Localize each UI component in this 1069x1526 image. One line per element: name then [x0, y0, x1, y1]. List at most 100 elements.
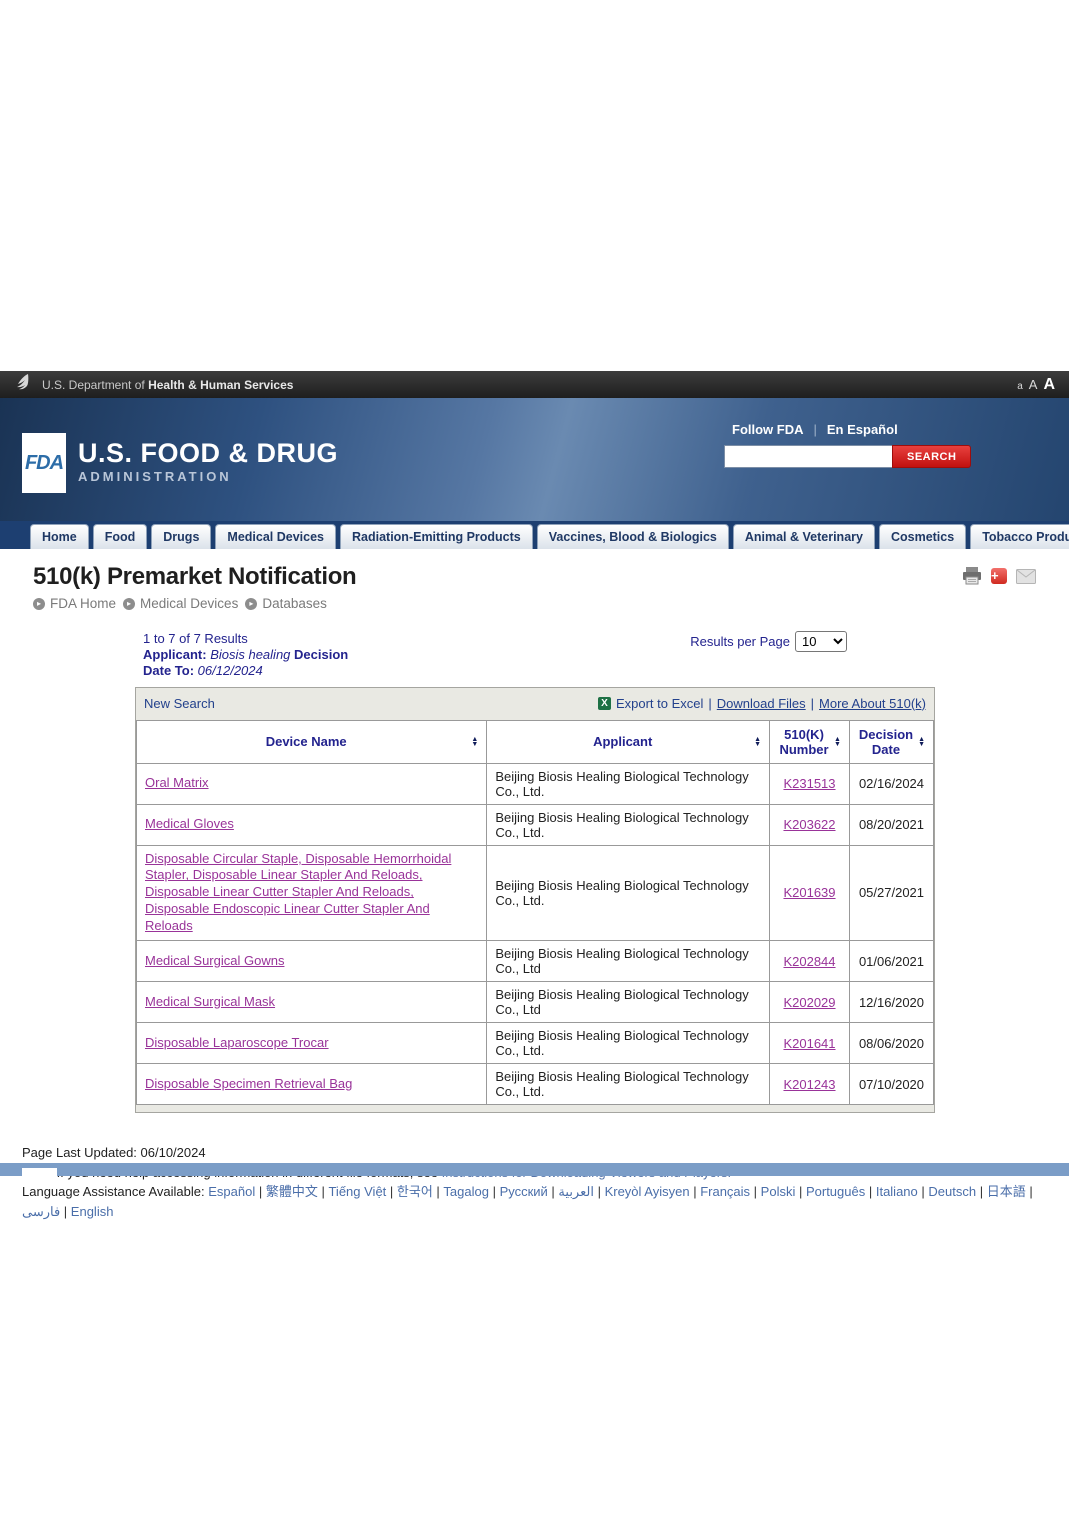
language-links-list: Español | 繁體中文 | Tiếng Việt | 한국어 | Taga…	[22, 1184, 1033, 1219]
sort-icon[interactable]: ▲ ▼	[754, 735, 762, 748]
device-name-link[interactable]: Medical Surgical Gowns	[145, 952, 285, 968]
new-search-link[interactable]: New Search	[144, 695, 215, 711]
sort-icon[interactable]: ▲ ▼	[918, 735, 925, 748]
language-link-fran-ais[interactable]: Français	[700, 1184, 751, 1200]
breadcrumb-item-medical-devices[interactable]: ▸ Medical Devices	[123, 596, 238, 611]
device-name-link[interactable]: Oral Matrix	[145, 775, 209, 791]
nav-tab-animal-veterinary[interactable]: Animal & Veterinary	[732, 524, 875, 549]
language-link-english[interactable]: English	[70, 1203, 114, 1219]
cell-decision-date: 01/06/2021	[848, 940, 935, 983]
export-to-excel-link[interactable]: Export to Excel	[615, 695, 704, 711]
breadcrumb-item-fda-home[interactable]: ▸ FDA Home	[33, 596, 116, 611]
510k-number-link[interactable]: K202844	[783, 953, 836, 969]
cell-applicant: Beijing Biosis Healing Biological Techno…	[486, 803, 771, 846]
510k-number-link[interactable]: K203622	[783, 817, 836, 833]
cell-applicant: Beijing Biosis Healing Biological Techno…	[486, 1063, 771, 1106]
results-count: 1 to 7 of 7 Results	[143, 631, 248, 646]
language-divider: |	[255, 1184, 266, 1200]
breadcrumb-item-databases[interactable]: ▸ Databases	[245, 596, 327, 611]
device-name-link[interactable]: Disposable Circular Staple, Disposable H…	[145, 850, 452, 934]
toolbar-divider: |	[810, 695, 815, 711]
follow-fda-link[interactable]: Follow FDA	[732, 422, 804, 437]
language-link-[interactable]: فارسی	[22, 1203, 61, 1219]
email-icon[interactable]	[1016, 568, 1036, 584]
nav-tab-cosmetics[interactable]: Cosmetics	[878, 524, 967, 549]
language-link-polski[interactable]: Polski	[760, 1184, 796, 1200]
language-link-ti-ng-vi-t[interactable]: Tiếng Việt	[328, 1184, 387, 1200]
column-header-510k-number[interactable]: 510(K) Number ▲ ▼	[769, 719, 850, 764]
table-row: Medical Gloves Beijing Biosis Healing Bio…	[135, 803, 935, 846]
footer-bar	[0, 1163, 1069, 1180]
language-link-[interactable]: 繁體中文	[265, 1184, 318, 1200]
results-summary: 1 to 7 of 7 Results Applicant: Biosis he…	[135, 631, 348, 679]
font-size-small-button[interactable]: a	[1017, 380, 1023, 392]
main-content: 510(k) Premarket Notification +	[0, 549, 1069, 1219]
510k-number-link[interactable]: K202029	[783, 994, 836, 1010]
language-link-[interactable]: 한국어	[396, 1184, 433, 1200]
results-per-page-label: Results per Page	[690, 634, 790, 649]
language-divider: |	[689, 1184, 701, 1200]
page-title: 510(k) Premarket Notification	[33, 563, 357, 590]
cell-device-name: Disposable Laparoscope Trocar	[135, 1022, 488, 1065]
table-row: Medical Surgical Gowns Beijing Biosis Hea…	[135, 940, 935, 983]
font-size-large-button[interactable]: A	[1043, 375, 1055, 393]
language-link-portugu-s[interactable]: Português	[805, 1184, 866, 1200]
font-size-medium-button[interactable]: A	[1028, 376, 1038, 392]
header-search-input[interactable]	[724, 445, 892, 468]
cell-510k-number: K202029	[769, 981, 850, 1024]
nav-tab-home[interactable]: Home	[30, 524, 89, 549]
sort-icon[interactable]: ▲ ▼	[471, 735, 479, 748]
page-shell: U.S. Department of Health & Human Servic…	[0, 371, 1069, 1219]
cell-510k-number: K201639	[769, 844, 850, 942]
language-link-[interactable]: العربية	[558, 1184, 594, 1200]
column-header-decision-date[interactable]: Decision Date ▲ ▼	[848, 719, 935, 764]
table-row: Oral Matrix Beijing Biosis Healing Biolog…	[135, 762, 935, 805]
language-link-[interactable]: Русский	[499, 1184, 548, 1200]
language-divider: |	[60, 1203, 71, 1219]
510k-number-link[interactable]: K201639	[783, 885, 836, 901]
fda-logo[interactable]: FDA	[22, 433, 66, 493]
device-name-link[interactable]: Disposable Laparoscope Trocar	[145, 1034, 329, 1050]
sort-icon[interactable]: ▲ ▼	[834, 735, 841, 748]
nav-tab-food[interactable]: Food	[92, 524, 148, 549]
results-per-page-select[interactable]: 10	[795, 631, 847, 652]
device-name-link[interactable]: Medical Gloves	[145, 816, 234, 832]
en-espanol-link[interactable]: En Español	[826, 422, 898, 437]
510k-number-link[interactable]: K231513	[783, 776, 836, 792]
nav-tab-radiation-emitting-products[interactable]: Radiation-Emitting Products	[340, 524, 533, 549]
cell-decision-date: 07/10/2020	[848, 1063, 935, 1106]
510k-number-link[interactable]: K201243	[783, 1076, 836, 1092]
more-about-510k-link[interactable]: More About 510(k)	[819, 695, 926, 711]
fda-header: FDA U.S. FOOD & DRUG ADMINISTRATION Foll…	[0, 398, 1069, 521]
device-name-link[interactable]: Medical Surgical Mask	[145, 993, 276, 1009]
results-applicant-line: Applicant: Biosis healing Decision	[143, 646, 349, 662]
language-link-espa-ol[interactable]: Español	[208, 1184, 256, 1200]
cell-applicant: Beijing Biosis Healing Biological Techno…	[486, 981, 771, 1024]
nav-tab-drugs[interactable]: Drugs	[151, 524, 212, 549]
toolbar-divider: |	[708, 695, 712, 711]
cell-decision-date: 02/16/2024	[848, 762, 935, 805]
column-header-device-name[interactable]: Device Name ▲ ▼	[135, 719, 488, 764]
language-link-deutsch[interactable]: Deutsch	[928, 1184, 977, 1200]
cell-decision-date: 08/20/2021	[848, 803, 935, 846]
header-search-button[interactable]: SEARCH	[892, 445, 972, 468]
nav-tab-tobacco-products[interactable]: Tobacco Products	[970, 524, 1069, 549]
language-assistance-line: Language Assistance Available: Español |…	[22, 1182, 1052, 1221]
nav-tab-vaccines-blood-biologics[interactable]: Vaccines, Blood & Biologics	[536, 524, 729, 549]
language-link-tagalog[interactable]: Tagalog	[443, 1184, 489, 1200]
language-link-[interactable]: 日本語	[986, 1184, 1026, 1200]
device-name-link[interactable]: Disposable Specimen Retrieval Bag	[145, 1075, 353, 1091]
table-row: Medical Surgical Mask Beijing Biosis Heal…	[135, 981, 935, 1024]
nav-tab-medical-devices[interactable]: Medical Devices	[215, 524, 336, 549]
share-icon[interactable]: +	[991, 568, 1007, 584]
column-header-applicant[interactable]: Applicant ▲ ▼	[486, 719, 771, 764]
cell-device-name: Medical Gloves	[135, 803, 488, 846]
print-icon[interactable]	[962, 567, 982, 585]
language-link-italiano[interactable]: Italiano	[875, 1184, 918, 1200]
510k-number-link[interactable]: K201641	[783, 1035, 836, 1051]
cell-device-name: Medical Surgical Mask	[135, 981, 488, 1024]
download-files-link[interactable]: Download Files	[716, 695, 806, 711]
language-divider: |	[795, 1184, 806, 1200]
fda-brand-line2: ADMINISTRATION	[78, 469, 232, 485]
language-link-krey-l-ayisyen[interactable]: Kreyòl Ayisyen	[604, 1184, 690, 1200]
